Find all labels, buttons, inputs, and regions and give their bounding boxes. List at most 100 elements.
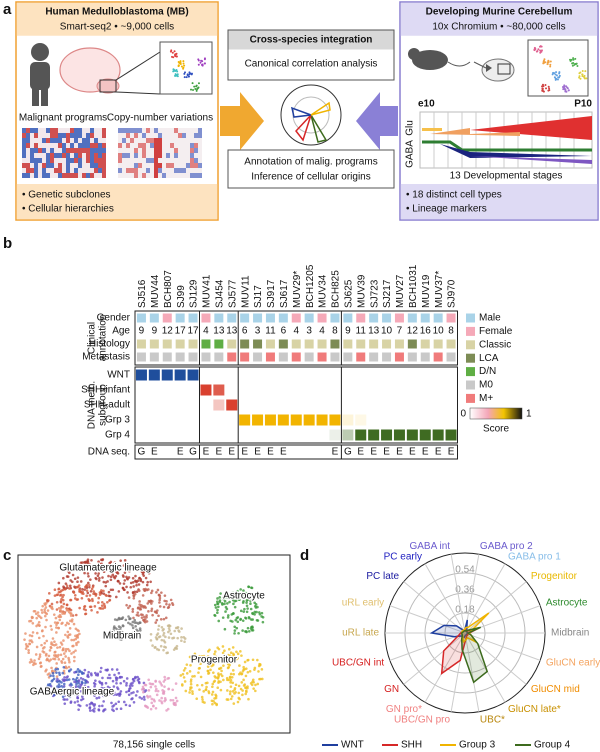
cell-dot	[68, 669, 71, 673]
radar-spoke	[403, 632, 466, 685]
cell-dot	[145, 614, 148, 617]
heat-cell	[90, 168, 94, 173]
cell-dot	[113, 673, 116, 677]
cell-dot	[193, 674, 196, 678]
heat-cell	[118, 148, 122, 153]
mini-dot	[169, 50, 172, 53]
cell-dot	[215, 703, 218, 707]
mini-dot	[541, 83, 544, 86]
heat-cell	[54, 153, 58, 158]
mini-dot	[547, 85, 550, 88]
cell-dot	[26, 645, 30, 648]
cell-dot	[193, 652, 197, 656]
cell-dot	[217, 681, 220, 684]
cell-dot	[236, 652, 240, 656]
heat-cell	[90, 173, 94, 178]
cell-dot	[50, 602, 54, 606]
cell-dot	[167, 627, 171, 630]
meth-cell	[406, 369, 418, 381]
cell-dot	[250, 683, 254, 687]
metastasis-cell	[433, 352, 443, 362]
metastasis-cell	[149, 352, 159, 362]
cell-dot	[226, 616, 230, 619]
cell-dot	[165, 709, 168, 712]
cell-dot	[210, 693, 214, 696]
heat-cell	[166, 143, 170, 148]
cell-dot	[125, 690, 128, 694]
heat-cell	[70, 163, 74, 168]
dna-seq-value: E	[254, 447, 261, 458]
cell-dot	[28, 639, 32, 642]
heat-cell	[102, 128, 106, 133]
cell-dot	[229, 678, 233, 682]
heat-cell	[190, 143, 194, 148]
cell-dot	[244, 667, 248, 670]
heat-cell	[166, 173, 170, 178]
heat-cell	[54, 168, 58, 173]
heat-cell	[150, 168, 154, 173]
mini-dot	[177, 60, 180, 63]
mini-dot	[182, 60, 185, 63]
cell-dot	[47, 654, 51, 658]
cell-dot	[131, 620, 135, 624]
cell-dot	[141, 566, 145, 570]
heat-cell	[118, 173, 122, 178]
category-label: uRL late	[342, 628, 379, 639]
cell-dot	[158, 605, 162, 608]
cell-dot	[226, 602, 229, 605]
cell-dot	[242, 610, 246, 613]
cell-dot	[94, 572, 97, 575]
cell-dot	[160, 638, 164, 642]
cell-dot	[162, 631, 166, 635]
cell-dot	[136, 611, 140, 614]
heat-cell	[190, 128, 194, 133]
heat-cell	[182, 148, 186, 153]
meth-cell	[406, 429, 418, 441]
cell-dot	[50, 666, 53, 670]
cell-dot	[135, 635, 139, 638]
cell-dot	[158, 596, 162, 600]
cell-dot	[183, 640, 186, 644]
metastasis-cell	[382, 352, 392, 362]
human-box	[15, 1, 219, 221]
heat-cell	[178, 133, 182, 138]
cell-dot	[97, 708, 101, 711]
meth-cell	[135, 414, 147, 426]
cell-dot	[231, 591, 235, 595]
cell-dot	[127, 693, 131, 697]
meth-cell	[135, 369, 147, 381]
cell-dot	[107, 687, 111, 691]
cell-dot	[142, 588, 146, 591]
mini-dot	[554, 73, 557, 76]
cell-dot	[144, 576, 148, 580]
cell-dot	[100, 681, 104, 685]
cell-dot	[80, 596, 84, 600]
cell-dot	[45, 652, 48, 656]
heat-cell	[66, 173, 70, 178]
metastasis-cell	[162, 352, 172, 362]
heat-cell	[190, 133, 194, 138]
heat-cell	[74, 173, 78, 178]
heat-cell	[138, 153, 142, 158]
cell-dot	[223, 596, 227, 599]
metastasis-cell	[330, 352, 340, 362]
meth-cell	[303, 384, 315, 396]
sample-label: SJ970	[447, 279, 458, 308]
heat-cell	[134, 128, 138, 133]
heat-cell	[166, 168, 170, 173]
cell-dot	[226, 678, 229, 682]
heat-cell	[134, 133, 138, 138]
heat-cell	[186, 173, 190, 178]
cell-dot	[171, 603, 175, 607]
cell-dot	[147, 588, 150, 591]
row-label: DNA seq.	[88, 447, 130, 458]
meth-cell	[148, 384, 160, 396]
cell-dot	[55, 671, 58, 674]
tsne-frame	[17, 554, 291, 734]
mini-dot	[539, 49, 542, 52]
cell-dot	[97, 696, 101, 699]
gender-cell	[265, 313, 275, 323]
cell-dot	[223, 649, 226, 653]
cell-dot	[157, 628, 160, 631]
heat-cell	[150, 143, 154, 148]
